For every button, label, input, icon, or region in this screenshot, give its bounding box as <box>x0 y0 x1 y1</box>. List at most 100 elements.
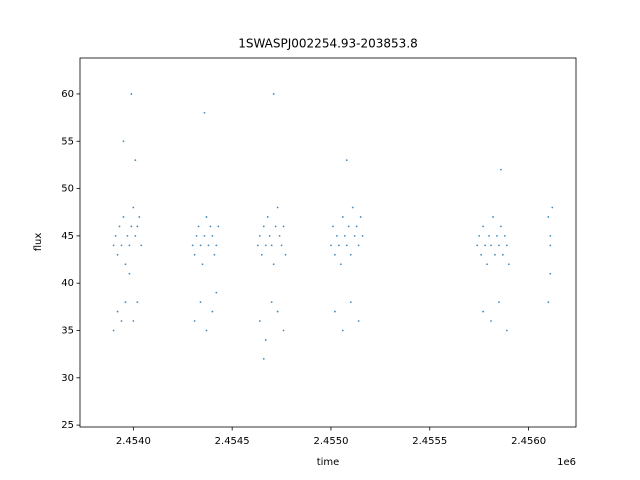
data-point <box>549 234 552 237</box>
data-point <box>264 244 267 247</box>
data-point <box>260 253 263 256</box>
data-point <box>215 291 218 294</box>
x-tick-label: 2.4550 <box>313 436 348 447</box>
data-point <box>284 253 287 256</box>
data-point <box>503 234 506 237</box>
data-point <box>482 225 485 228</box>
data-point <box>507 263 510 266</box>
data-point <box>351 206 354 209</box>
y-tick-label: 60 <box>61 89 74 100</box>
data-point <box>128 272 131 275</box>
data-point <box>136 225 139 228</box>
data-point <box>211 234 214 237</box>
data-point <box>276 310 279 313</box>
x-tick-label: 2.4555 <box>412 436 447 447</box>
data-point <box>280 244 283 247</box>
data-point <box>282 329 285 332</box>
data-point <box>132 320 135 322</box>
data-point <box>353 234 356 237</box>
y-tick-label: 45 <box>61 231 74 242</box>
data-point <box>199 301 202 304</box>
data-point <box>549 244 552 247</box>
data-point <box>343 234 346 237</box>
x-offset-label: 1e6 <box>557 457 576 468</box>
data-point <box>272 93 275 95</box>
y-tick-label: 25 <box>61 420 74 431</box>
data-point <box>118 225 121 228</box>
data-point <box>492 216 494 218</box>
data-point <box>116 253 119 256</box>
data-point <box>258 234 261 237</box>
x-tick-label: 2.4540 <box>116 436 151 447</box>
data-point <box>258 320 261 322</box>
data-point <box>549 272 552 275</box>
data-point <box>357 320 360 322</box>
data-point <box>199 244 202 247</box>
data-point <box>191 244 194 247</box>
data-point <box>355 225 358 228</box>
data-point <box>130 93 133 95</box>
data-point <box>486 263 488 266</box>
data-point <box>484 244 486 247</box>
data-point <box>330 244 332 247</box>
data-point <box>476 244 479 247</box>
data-point <box>193 320 196 322</box>
data-point <box>262 357 265 360</box>
data-point <box>496 234 498 237</box>
data-point <box>341 216 344 218</box>
data-point <box>282 225 285 228</box>
data-point <box>480 253 483 256</box>
data-point <box>126 234 129 237</box>
data-point <box>359 216 362 218</box>
data-point <box>551 206 554 209</box>
data-point <box>213 253 216 256</box>
data-point <box>120 320 123 322</box>
data-point <box>490 244 492 247</box>
data-point <box>268 234 271 237</box>
data-point <box>494 253 496 256</box>
data-point <box>335 234 338 237</box>
data-point <box>357 244 360 247</box>
data-point <box>500 168 502 171</box>
data-point <box>120 244 123 247</box>
data-point <box>498 244 500 247</box>
data-point <box>482 310 485 313</box>
y-tick-label: 50 <box>61 184 74 195</box>
data-point <box>334 310 336 313</box>
data-point <box>205 329 208 332</box>
data-point <box>266 216 269 218</box>
data-point <box>349 301 352 304</box>
data-point <box>337 244 340 247</box>
data-point <box>215 244 218 247</box>
data-point <box>341 329 344 332</box>
data-point <box>488 234 490 237</box>
data-point <box>140 244 143 247</box>
data-point <box>272 263 275 266</box>
data-point <box>122 140 125 143</box>
axes-frame <box>79 57 577 428</box>
data-point <box>334 253 336 256</box>
data-point <box>505 244 508 247</box>
x-tick-label: 2.4545 <box>215 436 250 447</box>
data-point <box>349 253 352 256</box>
data-point <box>217 225 220 228</box>
data-point <box>203 234 206 237</box>
x-axis-label: time <box>317 457 340 468</box>
data-point <box>547 216 550 218</box>
chart-title: 1SWASPJ002254.93-203853.8 <box>238 37 418 51</box>
data-point <box>256 244 259 247</box>
data-point <box>128 244 131 247</box>
data-point <box>124 263 127 266</box>
data-point <box>130 225 133 228</box>
data-point <box>207 244 210 247</box>
data-point <box>114 234 117 237</box>
data-point <box>490 320 492 322</box>
data-point <box>124 301 127 304</box>
data-point <box>209 225 212 228</box>
data-point <box>112 244 115 247</box>
data-point <box>339 263 342 266</box>
data-point <box>122 216 125 218</box>
data-point <box>347 225 350 228</box>
data-point <box>332 225 334 228</box>
